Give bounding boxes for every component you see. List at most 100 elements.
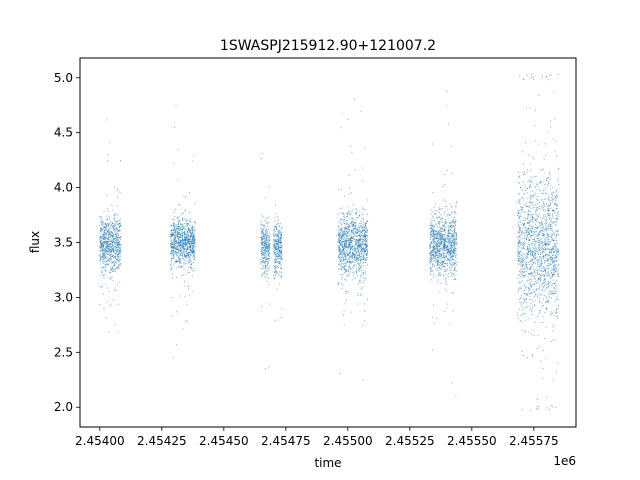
data-point bbox=[352, 240, 354, 242]
data-point bbox=[193, 238, 195, 240]
data-point bbox=[275, 212, 277, 214]
data-point bbox=[278, 257, 280, 259]
data-point bbox=[529, 235, 531, 237]
data-point bbox=[366, 242, 368, 244]
data-point bbox=[436, 269, 438, 271]
data-point bbox=[180, 244, 182, 246]
data-point bbox=[276, 246, 278, 248]
data-point bbox=[348, 237, 350, 239]
data-point bbox=[440, 229, 442, 230]
data-point bbox=[173, 241, 175, 243]
data-point bbox=[446, 222, 448, 224]
data-point bbox=[177, 224, 179, 225]
data-point bbox=[110, 269, 112, 271]
data-point bbox=[267, 252, 269, 254]
data-point bbox=[177, 204, 179, 206]
data-point bbox=[452, 220, 454, 222]
data-point bbox=[188, 192, 190, 194]
data-point bbox=[431, 256, 433, 258]
data-point bbox=[189, 241, 191, 243]
data-point bbox=[352, 218, 354, 220]
data-point bbox=[104, 250, 106, 252]
data-point bbox=[356, 214, 358, 216]
data-point bbox=[102, 243, 104, 245]
data-point bbox=[260, 305, 262, 307]
data-point bbox=[107, 263, 109, 265]
data-point bbox=[100, 243, 102, 245]
data-point bbox=[536, 234, 538, 236]
data-point bbox=[170, 263, 172, 265]
data-point bbox=[450, 225, 452, 227]
data-point bbox=[262, 242, 264, 244]
data-point bbox=[437, 279, 439, 281]
data-point bbox=[102, 254, 104, 256]
data-point bbox=[441, 260, 443, 262]
data-point bbox=[355, 259, 357, 261]
data-point bbox=[275, 261, 277, 263]
data-point bbox=[189, 248, 191, 250]
data-point bbox=[523, 242, 525, 244]
data-point bbox=[267, 250, 269, 252]
data-point bbox=[179, 232, 181, 234]
data-point bbox=[100, 256, 102, 258]
data-point bbox=[450, 206, 452, 208]
data-point bbox=[175, 247, 177, 249]
data-point bbox=[266, 246, 268, 248]
data-point bbox=[442, 228, 444, 230]
data-point bbox=[178, 251, 180, 253]
data-point bbox=[263, 261, 265, 263]
data-point bbox=[547, 224, 549, 226]
data-point bbox=[519, 239, 521, 241]
data-point bbox=[184, 252, 185, 254]
data-point bbox=[112, 232, 114, 234]
data-point bbox=[275, 242, 277, 244]
data-point bbox=[434, 251, 436, 253]
data-point bbox=[171, 239, 173, 241]
data-point bbox=[446, 241, 448, 243]
data-point bbox=[171, 258, 173, 260]
data-point bbox=[192, 226, 194, 228]
data-point bbox=[545, 222, 547, 224]
data-point bbox=[192, 291, 194, 293]
data-point bbox=[429, 253, 431, 255]
data-point bbox=[110, 243, 112, 245]
data-point bbox=[346, 239, 348, 241]
data-point bbox=[455, 273, 457, 275]
data-point bbox=[190, 253, 192, 255]
data-point bbox=[101, 237, 103, 239]
data-point bbox=[343, 234, 345, 236]
data-point bbox=[110, 250, 112, 252]
data-point bbox=[438, 267, 440, 269]
data-point bbox=[187, 262, 189, 264]
data-point bbox=[281, 307, 283, 309]
data-point bbox=[443, 240, 445, 242]
data-point bbox=[186, 233, 188, 235]
data-point bbox=[101, 252, 103, 254]
data-point bbox=[341, 241, 343, 243]
data-point bbox=[104, 239, 106, 241]
data-point bbox=[184, 239, 186, 241]
data-point bbox=[343, 263, 345, 265]
data-point bbox=[194, 270, 196, 272]
data-point bbox=[115, 248, 117, 250]
data-point bbox=[445, 255, 447, 257]
data-point bbox=[526, 74, 528, 76]
data-point bbox=[113, 220, 115, 222]
data-point bbox=[109, 243, 111, 245]
data-point bbox=[181, 253, 183, 255]
data-point bbox=[436, 245, 438, 247]
data-point bbox=[266, 264, 268, 266]
data-point bbox=[118, 268, 120, 270]
data-point bbox=[278, 283, 280, 285]
data-point bbox=[523, 232, 525, 234]
data-point bbox=[179, 243, 181, 245]
data-point bbox=[104, 248, 106, 250]
data-point bbox=[338, 256, 340, 258]
data-point bbox=[539, 213, 541, 215]
data-point bbox=[550, 271, 552, 273]
data-point bbox=[103, 227, 105, 229]
data-point bbox=[548, 225, 550, 227]
data-point bbox=[193, 238, 195, 240]
data-point bbox=[429, 268, 431, 270]
data-point bbox=[189, 221, 191, 223]
